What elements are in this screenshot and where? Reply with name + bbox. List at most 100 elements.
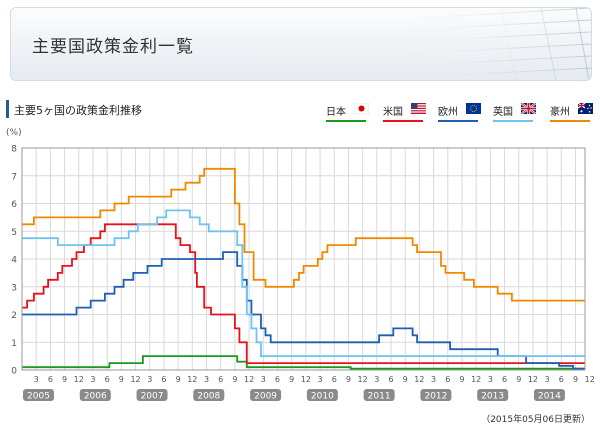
year-badge [533,389,565,401]
legend-line-eu [438,120,478,122]
x-tick-label: 9 [516,375,521,384]
y-axis-ticks: (%) 0 1 2 3 4 5 6 7 8 [6,128,22,377]
year-badge [23,389,54,401]
year-badge [306,389,338,401]
year-badge [363,389,395,401]
year-badge [193,389,225,401]
x-tick-label: 12 [414,375,424,384]
page-header: 主要国政策金利一覧 [10,7,592,81]
year-badge [136,389,168,401]
x-tick-label: 9 [403,375,408,384]
x-tick-label: 6 [218,375,223,384]
year-badge [420,389,452,401]
series-line-英国 [22,209,586,357]
x-tick-label: 9 [459,375,464,384]
x-tick-label: 9 [232,375,237,384]
x-tick-label: 9 [346,375,351,384]
series-line-日本 [22,355,586,370]
x-tick-label: 6 [48,375,53,384]
year-label: 2011 [368,392,391,402]
y-tick-label: 5 [11,228,17,238]
year-label: 2012 [424,392,447,402]
chart-grid [22,148,585,370]
legend-line-uk [493,120,533,122]
year-badge [477,389,509,401]
y-tick-label: 3 [11,283,17,293]
x-tick-label: 3 [90,375,95,384]
x-tick-label: 3 [545,375,550,384]
year-label: 2005 [27,392,50,402]
x-tick-label: 6 [388,375,393,384]
chart-series [22,167,586,370]
y-tick-label: 6 [11,200,17,210]
year-label: 2010 [311,392,334,402]
x-tick-label: 12 [130,375,140,384]
year-badge [79,389,111,401]
section-marker [6,100,9,118]
x-tick-label: 12 [244,375,254,384]
section-title: 主要5ヶ国の政策金利推移 [14,104,142,117]
x-tick-label: 9 [176,375,181,384]
x-tick-label: 3 [147,375,152,384]
x-tick-label: 12 [187,375,197,384]
legend-japan: 日本 [326,103,370,123]
year-badge [250,389,282,401]
x-tick-label: 3 [374,375,379,384]
x-tick-label: 9 [119,375,124,384]
x-tick-label: 9 [289,375,294,384]
x-tick-label: 3 [204,375,209,384]
legend-label-uk: 英国 [493,107,513,118]
x-axis-ticks: 3 6 9 12 3 6 9 12 3 6 9 12 3 6 9 12 3 6 9 12 3 6 9 12 3 6 9 12 3 6 9 12… [23,375,595,402]
legend-label-us: 米国 [383,107,403,118]
x-tick-label: 3 [431,375,436,384]
y-tick-label: 7 [11,172,17,182]
y-tick-label: 0 [11,367,17,377]
year-label: 2009 [254,392,277,402]
legend-line-japan [326,120,366,122]
japan-flag-icon [354,103,369,114]
x-tick-label: 6 [275,375,280,384]
x-tick-label: 3 [261,375,266,384]
y-tick-label: 4 [11,256,17,266]
legend-line-australia [550,120,590,122]
series-line-豪州 [22,167,586,302]
y-axis-label: (%) [6,128,22,138]
y-tick-label: 8 [11,145,17,155]
legend-australia: 豪州 [550,103,594,123]
uk-flag-icon [521,103,536,114]
year-label: 2013 [481,392,504,402]
x-tick-label: 6 [332,375,337,384]
year-label: 2014 [538,392,561,402]
series-line-欧州 [22,251,586,370]
update-note: （2015年05月06日更新） [481,415,590,425]
eu-flag-icon [466,103,481,114]
legend-line-us [383,120,423,122]
us-flag-icon [411,103,426,114]
header-decoration [401,8,591,80]
x-tick-label: 9 [573,375,578,384]
y-tick-label: 2 [11,311,17,321]
legend-label-eu: 欧州 [438,107,458,118]
page-title: 主要国政策金利一覧 [32,37,194,57]
series-line-米国 [22,223,586,364]
legend-label-japan: 日本 [326,107,346,118]
x-tick-label: 3 [34,375,39,384]
australia-flag-icon [578,103,593,114]
year-label: 2006 [84,392,107,402]
x-tick-label: 12 [471,375,481,384]
x-tick-label: 3 [488,375,493,384]
x-tick-label: 6 [559,375,564,384]
x-tick-label: 12 [585,375,595,384]
x-tick-label: 6 [161,375,166,384]
x-tick-label: 12 [301,375,311,384]
x-tick-label: 12 [358,375,368,384]
year-label: 2008 [197,392,220,402]
x-tick-label: 6 [105,375,110,384]
x-tick-label: 12 [528,375,538,384]
x-tick-label: 3 [318,375,323,384]
plot-frame [21,147,586,371]
y-tick-label: 1 [11,339,17,349]
legend-us: 米国 [383,103,427,123]
legend-uk: 英国 [493,103,537,123]
